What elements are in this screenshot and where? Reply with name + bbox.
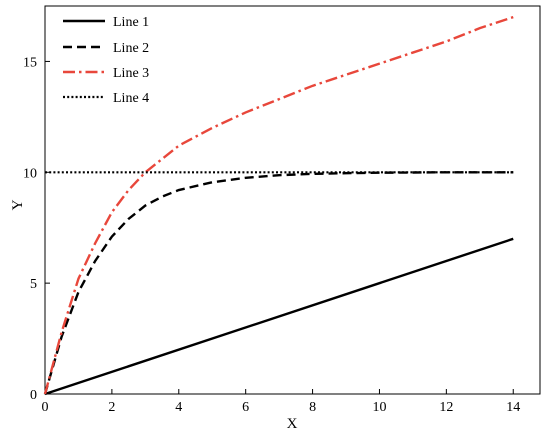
y-tick-label: 0 — [30, 388, 37, 403]
legend: Line 1 Line 2 Line 3 Line 4 — [63, 15, 149, 106]
x-tick-label: 6 — [242, 400, 249, 415]
legend-label-line-2: Line 2 — [113, 41, 149, 56]
x-tick-label: 10 — [372, 400, 386, 415]
x-tick-label: 8 — [309, 400, 316, 415]
x-tick-label: 0 — [42, 400, 49, 415]
series-line-2 — [43, 171, 514, 395]
x-tick-label: 14 — [506, 400, 520, 415]
legend-label-line-1: Line 1 — [113, 15, 149, 30]
series-layer — [43, 15, 514, 396]
x-axis-label: X — [287, 416, 298, 432]
y-tick-label: 15 — [23, 55, 37, 70]
x-tick-label: 12 — [439, 400, 453, 415]
series-line-3 — [43, 15, 514, 395]
series-line-1 — [44, 237, 514, 396]
legend-label-line-4: Line 4 — [113, 91, 149, 106]
y-tick-label: 10 — [23, 166, 37, 181]
y-axis-label: Y — [10, 199, 26, 210]
plot-frame — [44, 5, 541, 395]
y-tick-label: 5 — [30, 277, 37, 292]
legend-label-line-3: Line 3 — [113, 66, 149, 81]
axis-ticks: 0 2 4 6 8 10 12 14 0 5 10 15 — [23, 55, 520, 415]
x-tick-label: 4 — [175, 400, 182, 415]
x-tick-label: 2 — [108, 400, 115, 415]
